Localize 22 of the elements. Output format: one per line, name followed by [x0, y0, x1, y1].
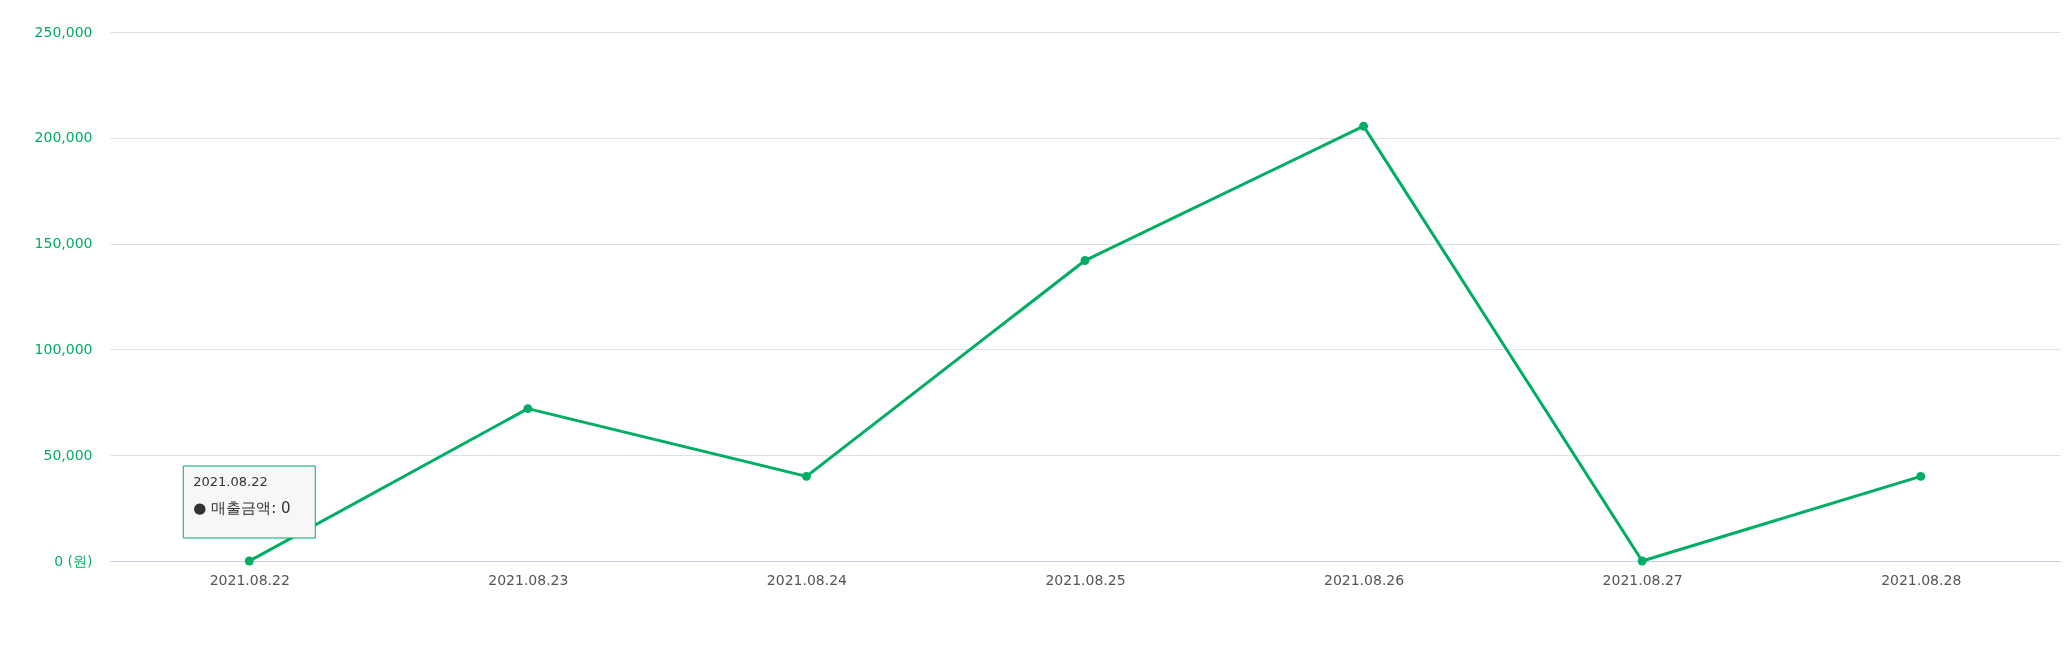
y-tick-label: 100,000 — [34, 340, 93, 357]
x-tick-label: 2021.08.25 — [1045, 571, 1126, 588]
point — [1080, 256, 1090, 265]
y-tick-label: 50,000 — [43, 446, 93, 463]
y-tick-label: 200,000 — [34, 129, 93, 146]
point — [523, 404, 533, 414]
point — [1916, 471, 1926, 481]
x-tick-label: 2021.08.28 — [1881, 571, 1962, 588]
x-tick-label: 2021.08.24 — [766, 571, 848, 588]
x-tick-label: 2021.08.22 — [209, 571, 290, 588]
point — [244, 556, 254, 566]
point — [1359, 121, 1369, 131]
point — [1637, 556, 1647, 566]
x-tick-label: 2021.08.26 — [1323, 571, 1405, 588]
annotation: 2021.08.22 — [193, 474, 268, 489]
y-tick-label: 250,000 — [34, 23, 93, 40]
y-tick-label: 150,000 — [34, 235, 93, 252]
annotation: ● 매출금액: 0 — [193, 499, 291, 517]
x-tick-label: 2021.08.23 — [488, 571, 569, 588]
x-tick-label: 2021.08.27 — [1602, 571, 1683, 588]
point — [801, 471, 811, 481]
y-tick-label: 0 (원) — [54, 552, 93, 569]
